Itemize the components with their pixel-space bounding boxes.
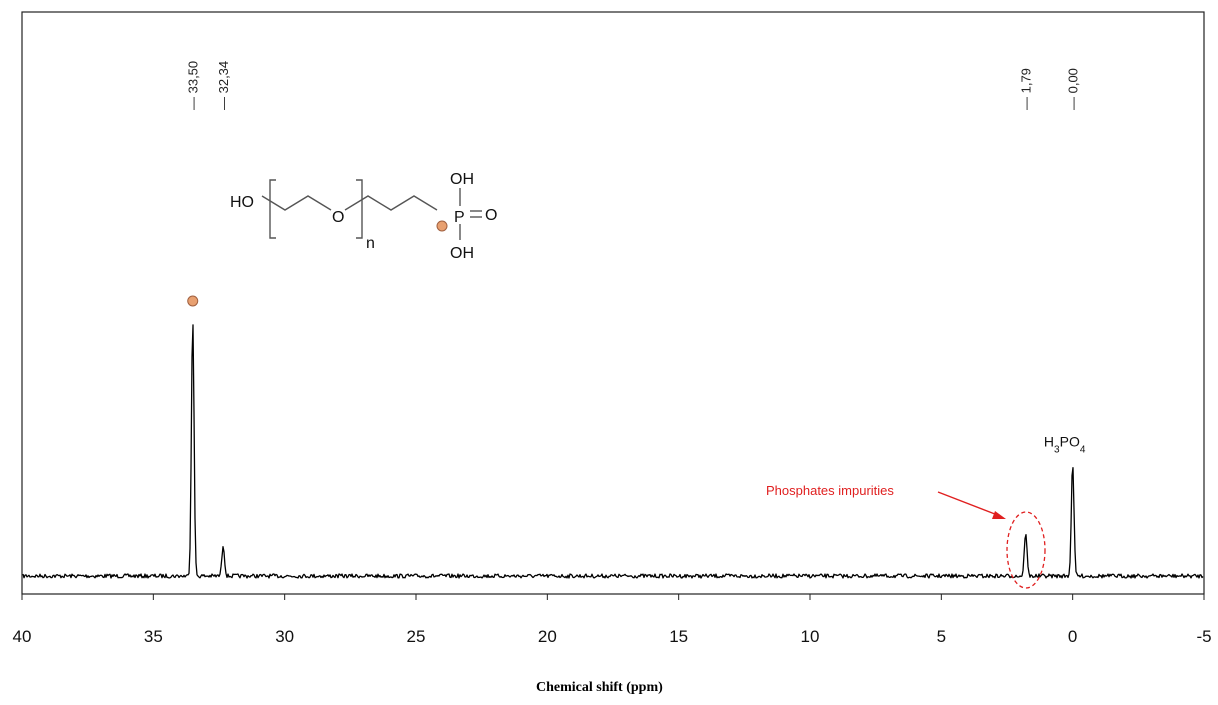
structure-chain-right [344, 195, 438, 211]
x-tick-label: -5 [1196, 627, 1211, 646]
x-tick-label: 10 [801, 627, 820, 646]
x-tick-label: 15 [669, 627, 688, 646]
structure-ho-label: HO [230, 194, 254, 211]
x-tick-label: 25 [407, 627, 426, 646]
x-tick-label: 40 [13, 627, 32, 646]
impurity-arrow [937, 491, 1001, 517]
peak-labels: — 33,50 — 32,34 — 1,79 — 0,00 [186, 61, 1081, 110]
main-peak-marker [187, 295, 199, 307]
structure-o-label: O [332, 209, 344, 226]
x-tick-label: 20 [538, 627, 557, 646]
x-tick-label: 5 [937, 627, 946, 646]
spectrum-line [22, 324, 1204, 579]
reference-label: H3PO4 [1044, 433, 1086, 455]
x-axis-label: Chemical shift (ppm) [536, 680, 663, 695]
impurity-highlight-ellipse [1006, 511, 1046, 589]
structure-n-label: n [366, 235, 375, 252]
molecular-structure [261, 179, 482, 240]
structure-phosphorus-marker [436, 220, 448, 232]
peak-shift-label: — 1,79 [1019, 68, 1034, 110]
x-tick-label: 30 [275, 627, 294, 646]
structure-oh-bottom-label: OH [450, 245, 474, 262]
structure-double-o-label: O [485, 207, 497, 224]
structure-oh-top-label: OH [450, 171, 474, 188]
peak-shift-label: — 32,34 [216, 61, 231, 110]
structure-chain-left [261, 195, 332, 211]
structure-bracket-left [269, 179, 276, 239]
x-tick-label: 0 [1068, 627, 1077, 646]
structure-bracket-right [356, 179, 363, 239]
structure-p-label: P [454, 209, 465, 226]
x-tick-label: 35 [144, 627, 163, 646]
plot-frame [21, 11, 1205, 595]
impurity-arrowhead [992, 511, 1006, 519]
impurity-annotation-label: Phosphates impurities [766, 483, 894, 498]
peak-shift-label: — 33,50 [186, 61, 201, 110]
x-axis-ticks: 40 35 30 25 20 15 10 5 0 -5 [13, 594, 1212, 646]
peak-shift-label: — 0,00 [1066, 68, 1081, 110]
